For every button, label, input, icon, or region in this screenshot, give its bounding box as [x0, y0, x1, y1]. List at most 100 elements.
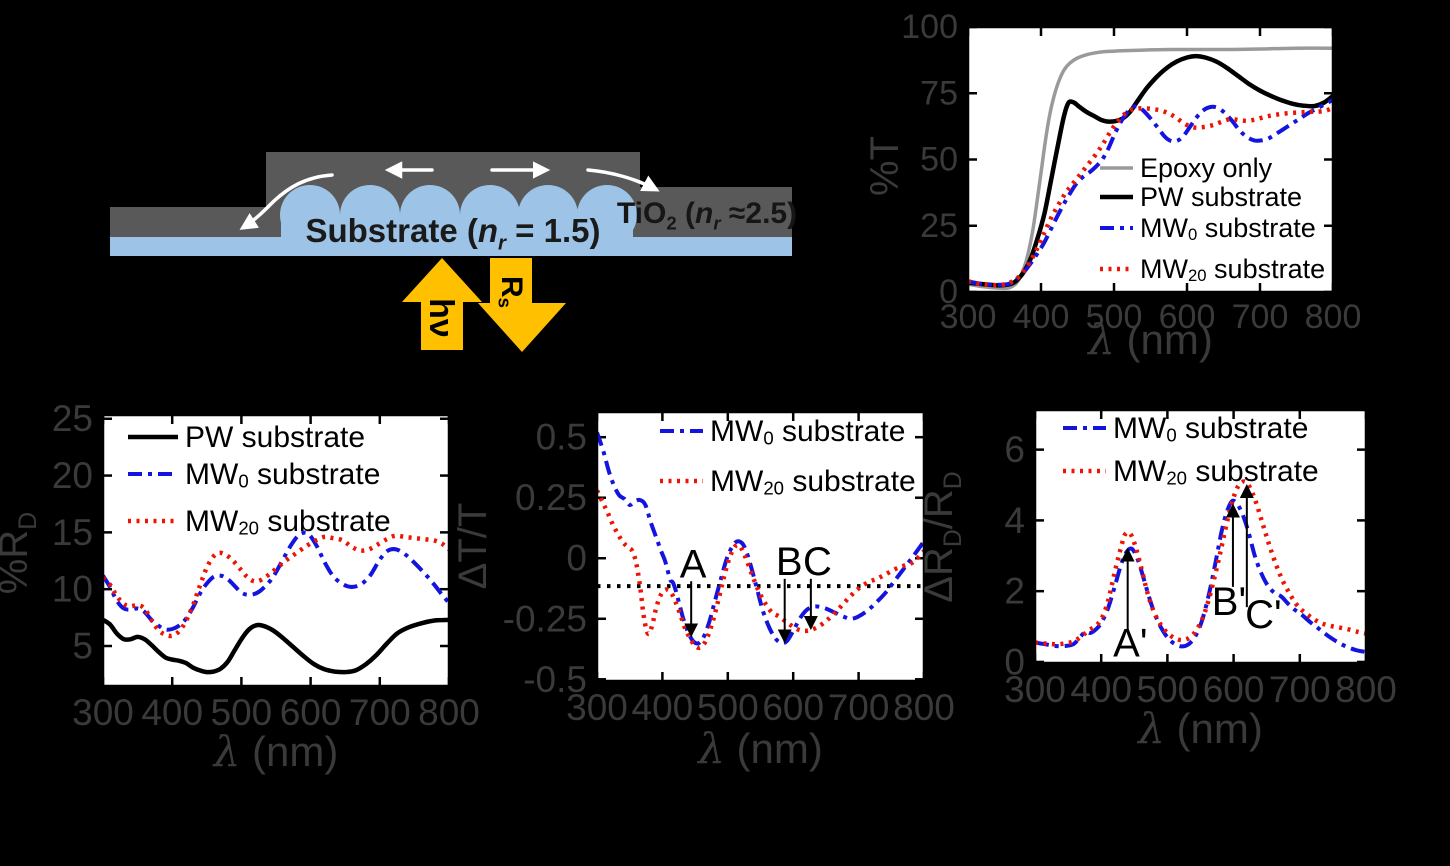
chart-delta_reflectance: A' B'C' 300 400 500 600 700 800 0 2 4 6 λ (nm) ΔRD/RD…: [917, 408, 1397, 753]
legend-item-label: MW20 substrate: [710, 465, 916, 499]
x-axis-label: λ (nm): [212, 727, 339, 776]
x-axis-label: λ (nm): [696, 724, 823, 773]
y-tick-label: 100: [901, 8, 958, 46]
legend-item-label: MW20 substrate: [185, 505, 391, 539]
series-mw0-substrate: [597, 431, 924, 646]
x-tick-label: 700: [1232, 298, 1289, 336]
x-tick-label: 300: [1004, 669, 1066, 710]
annotation-label-Cp: C': [1245, 593, 1282, 637]
tio2-left-layer: [110, 207, 287, 237]
microlens-bump: [460, 185, 520, 245]
tio2-label: TiO2 (nr ≈2.5): [617, 197, 797, 234]
waveguide-flow-arrows: [239, 161, 660, 230]
y-tick-label: 0: [939, 273, 958, 311]
x-axis-label: λ (nm): [1136, 704, 1263, 753]
y-tick-label: 75: [920, 74, 958, 112]
annotation-label-C: C: [803, 540, 832, 584]
series-mw20-substrate: [968, 105, 1333, 288]
chart-delta_transmittance: A B C 300 400 500 600 700 800 -0.5 -0.25 0 0.25 0.5 λ …: [451, 410, 955, 773]
y-tick-label: 25: [920, 207, 958, 245]
plot-frame: [1033, 408, 1368, 665]
series-mw0-substrate: [1035, 498, 1366, 654]
y-tick-label: 50: [920, 141, 958, 179]
photon-label: hν: [422, 298, 460, 338]
plot-frame: [595, 410, 926, 683]
y-tick-label: -0.5: [523, 659, 587, 700]
x-tick-label: 600: [762, 687, 824, 728]
chart-transmittance: 300 400 500 600 700 800 0 25 50 75 100 λ (nm) %T Epox…: [863, 8, 1361, 364]
series-mw20-substrate: [597, 489, 924, 651]
x-tick-label: 700: [1269, 669, 1331, 710]
legend-item-label: PW substrate: [185, 421, 365, 454]
y-tick-label: 2: [1004, 571, 1025, 612]
light-arrows: hν Rs: [402, 258, 566, 352]
y-tick-label: -0.25: [503, 598, 587, 639]
y-axis-label: %RD: [0, 512, 42, 594]
x-tick-label: 400: [1013, 298, 1070, 336]
legend: MW0 substrate MW20 substrate: [1063, 412, 1319, 489]
microlens-array: [280, 185, 637, 245]
flow-curve-right-icon: [586, 168, 660, 192]
tio2-right-layer: [621, 187, 792, 237]
annotation-label-Bp: B': [1212, 580, 1246, 624]
y-tick-label: 0.5: [536, 417, 587, 458]
microlens-bump: [340, 185, 400, 245]
legend-item-label: MW0 substrate: [1140, 213, 1316, 243]
x-tick-label: 600: [1203, 669, 1265, 710]
legend-item-label: MW0 substrate: [185, 458, 380, 492]
series-mw20-substrate: [103, 533, 449, 639]
y-tick-label: 10: [52, 569, 93, 610]
x-tick-label: 700: [828, 687, 890, 728]
legend-item-label: MW0 substrate: [710, 415, 905, 449]
y-tick-label: 20: [52, 455, 93, 496]
series-mw20-substrate: [1035, 479, 1366, 647]
x-tick-label: 800: [893, 687, 955, 728]
y-tick-label: 0.25: [515, 477, 587, 518]
x-tick-label: 800: [1305, 298, 1362, 336]
substrate-label: Substrate (nr = 1.5): [305, 212, 600, 254]
y-tick-label: 5: [72, 626, 93, 667]
annotation-label-A: A: [680, 542, 707, 586]
plot-area: [597, 412, 924, 681]
series-mw0-substrate: [103, 530, 449, 632]
x-tick-label: 600: [1159, 298, 1216, 336]
legend: MW0 substrate MW20 substrate: [660, 415, 916, 499]
y-tick-label: 25: [52, 398, 93, 439]
reflection-label: Rs: [495, 276, 529, 308]
x-tick-label: 400: [141, 692, 203, 733]
legend-item-label: Epoxy only: [1140, 153, 1273, 183]
chart-reflectance: 300 400 500 600 700 800 5 10 15 20 25 λ (nm) %RD PW s…: [0, 398, 480, 776]
y-axis-label: ΔT/T: [451, 503, 495, 590]
annotation-label-B: B: [776, 540, 803, 584]
series-mw0-substrate: [968, 98, 1333, 287]
plot-frame: [101, 413, 451, 688]
microlens-bump: [280, 185, 340, 245]
plot-frame: [966, 25, 1335, 294]
legend-item-label: MW20 substrate: [1140, 254, 1325, 284]
y-axis-label: ΔRD/RD: [917, 471, 967, 602]
x-tick-label: 700: [349, 692, 411, 733]
x-tick-label: 300: [72, 692, 134, 733]
reflected-light-arrow-icon: [478, 258, 566, 352]
microlens-bump: [400, 185, 460, 245]
x-tick-label: 500: [697, 687, 759, 728]
microlens-bump: [518, 185, 578, 245]
x-tick-label: 400: [1070, 669, 1132, 710]
annotation-label-Ap: A': [1113, 622, 1147, 666]
x-tick-label: 300: [940, 298, 997, 336]
x-tick-label: 400: [632, 687, 694, 728]
x-tick-label: 600: [280, 692, 342, 733]
y-tick-label: 0: [566, 538, 587, 579]
x-tick-label: 500: [1086, 298, 1143, 336]
legend-item-label: MW0 substrate: [1113, 412, 1308, 446]
x-tick-label: 800: [1335, 669, 1397, 710]
legend-item-label: MW20 substrate: [1113, 455, 1319, 489]
y-tick-label: 4: [1004, 500, 1025, 541]
x-axis-label: λ (nm): [1086, 315, 1213, 364]
y-axis-label: %T: [863, 136, 907, 196]
y-tick-label: 6: [1004, 429, 1025, 470]
